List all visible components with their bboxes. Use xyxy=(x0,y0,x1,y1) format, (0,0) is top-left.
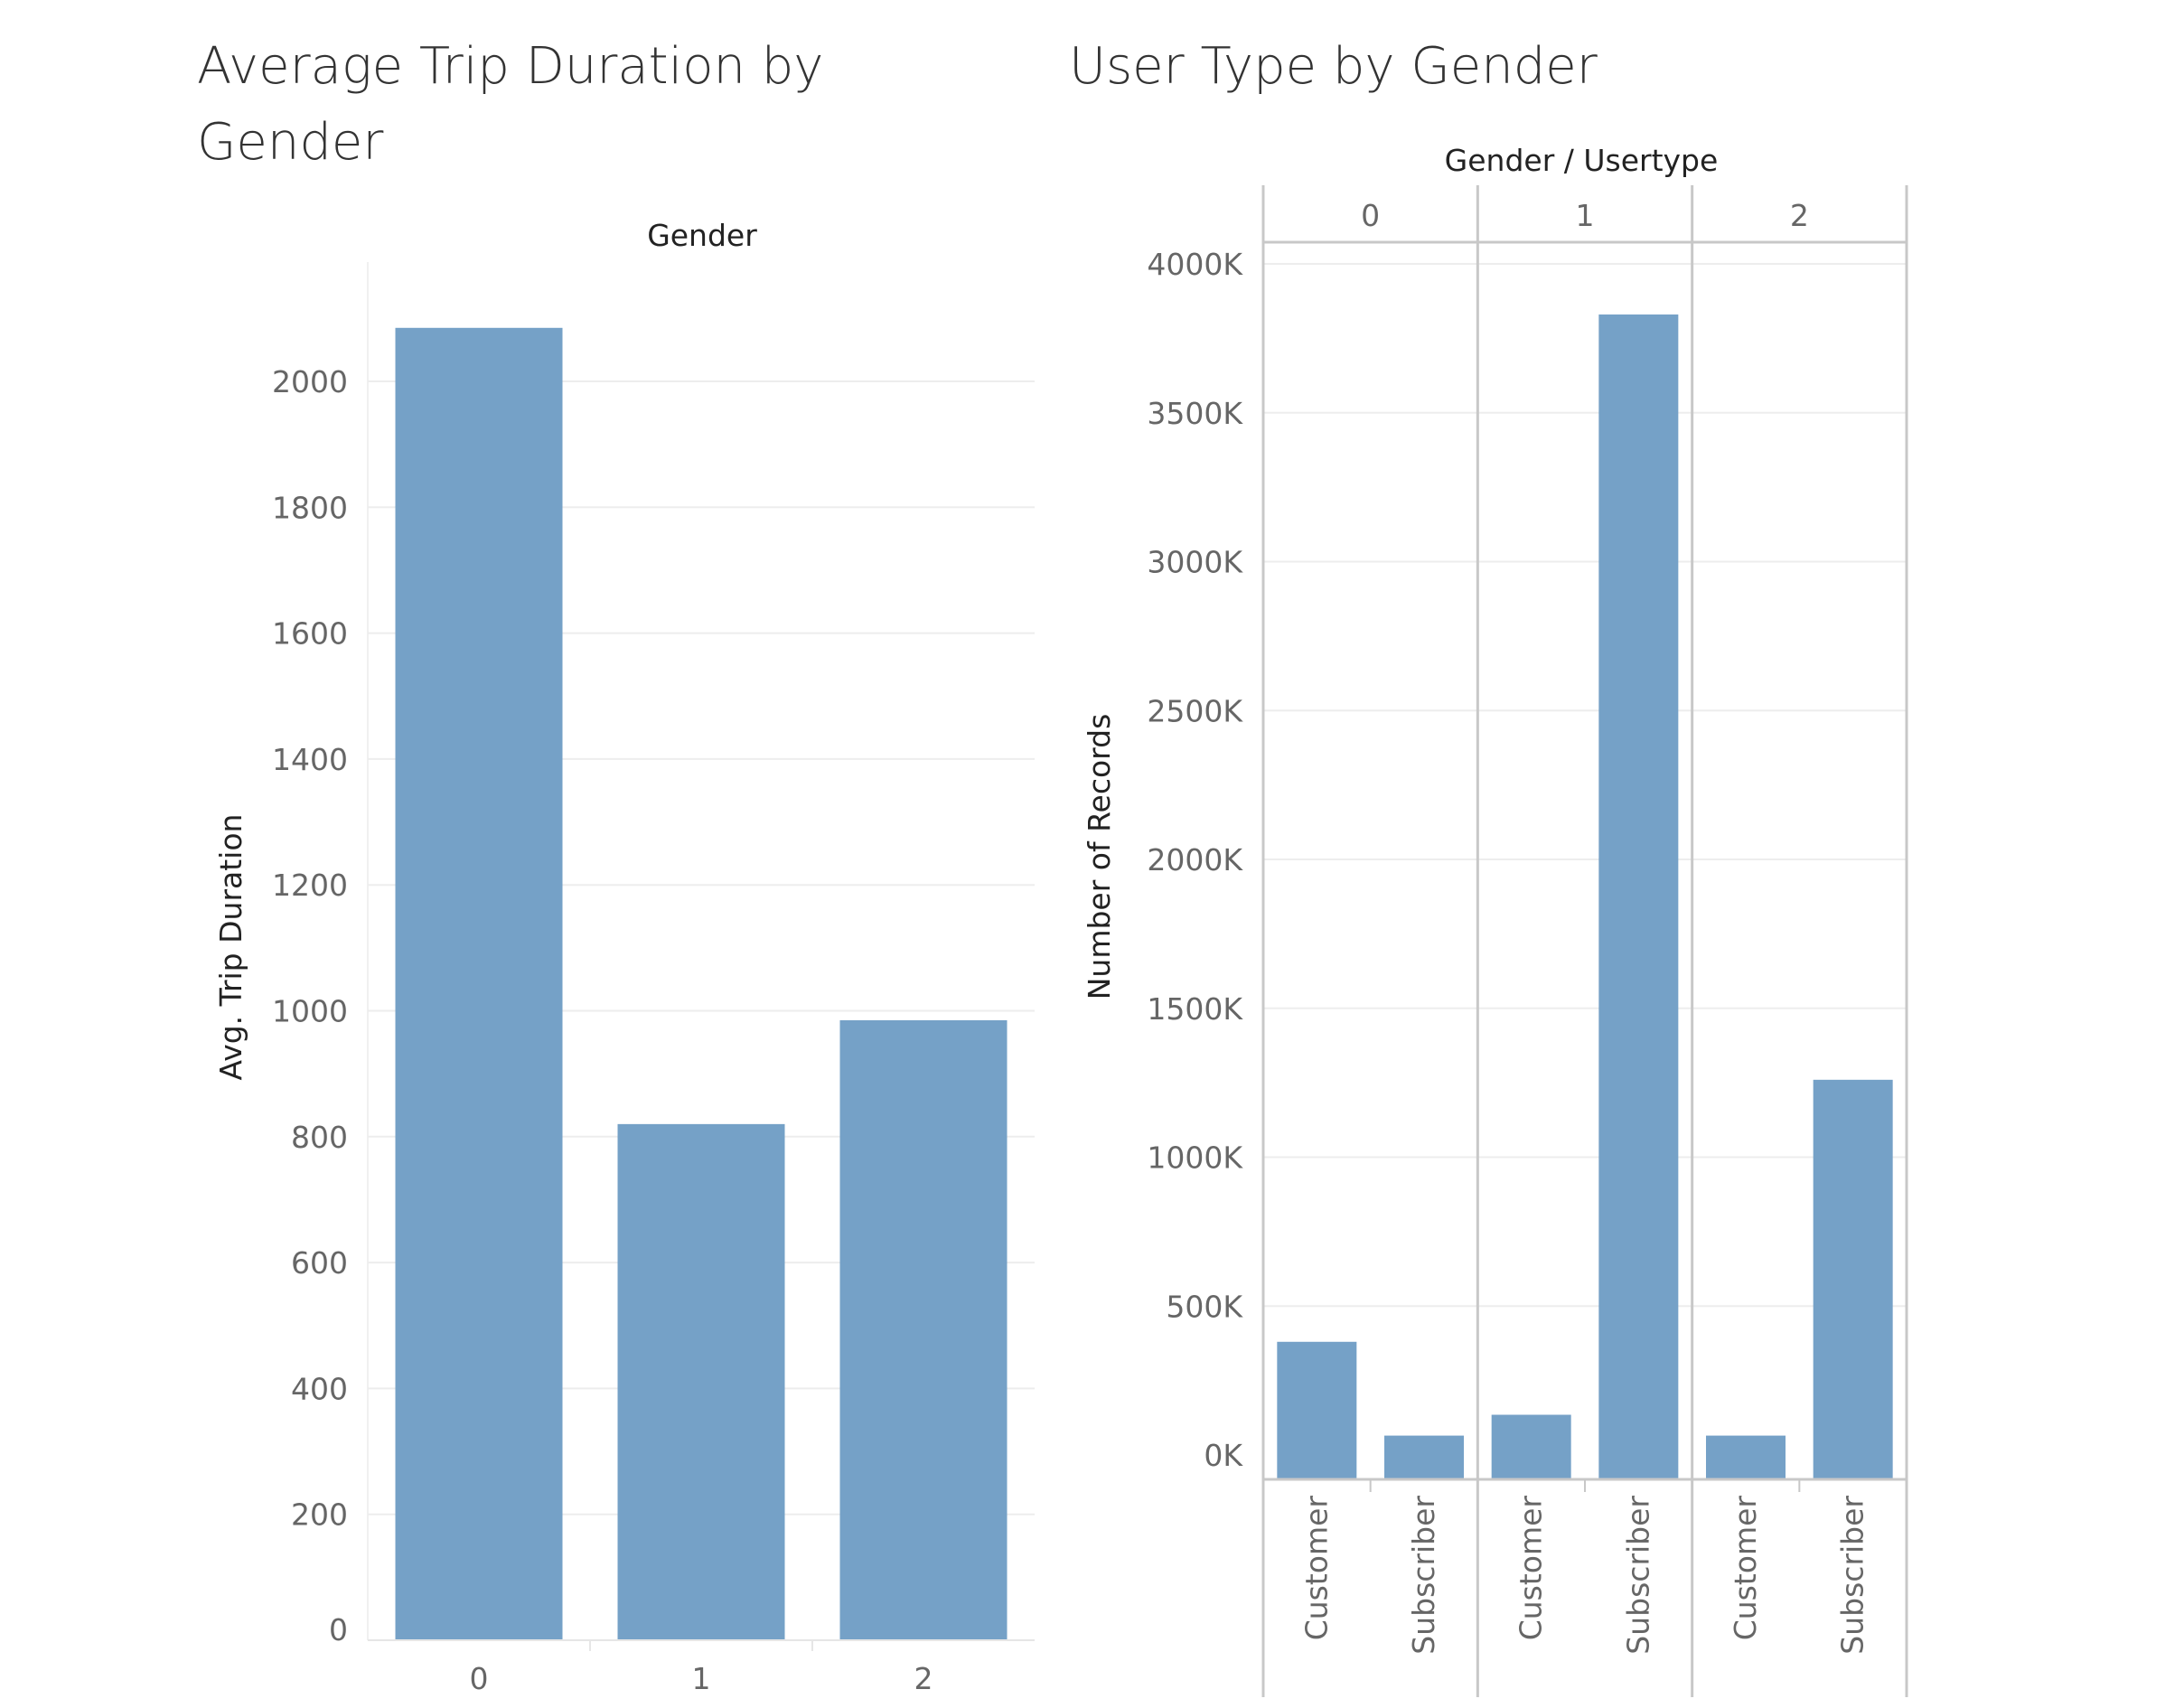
chart2-bar xyxy=(1277,1341,1357,1479)
chart1-bar xyxy=(617,1123,785,1640)
chart2-y-tick-label: 4000K xyxy=(1147,247,1243,282)
chart1-y-tick-label: 800 xyxy=(291,1120,348,1155)
chart1-y-ticks: 0 200 400 600 800 1000 1200 1400 1600 1800 2000 xyxy=(272,364,348,1647)
chart2-group-label: 1 xyxy=(1576,198,1595,233)
chart2-bar xyxy=(1813,1079,1893,1479)
chart2-bar xyxy=(1598,314,1679,1479)
chart1-x-tick-label: 0 xyxy=(470,1661,489,1696)
chart2-panel-frame xyxy=(1261,185,1908,1697)
chart1-x-tick-label: 1 xyxy=(692,1661,711,1696)
chart1-y-tick-label: 1600 xyxy=(272,616,348,652)
chart1-y-tick-label: 1200 xyxy=(272,868,348,903)
avg-trip-duration-chart: Average Trip Duration by Gender Gender A… xyxy=(197,37,1035,1696)
chart2-bars xyxy=(1277,314,1893,1479)
chart1-y-tick-label: 1400 xyxy=(272,742,348,777)
chart2-y-tick-label: 1500K xyxy=(1147,991,1243,1027)
chart2-bar xyxy=(1384,1435,1464,1479)
chart2-x-tick-label: Subscriber xyxy=(1835,1496,1870,1655)
chart2-group-headers: 0 1 2 xyxy=(1361,198,1809,233)
chart2-x-tick-label: Customer xyxy=(1514,1496,1549,1641)
chart1-bar xyxy=(395,327,563,1640)
chart1-y-tick-label: 2000 xyxy=(272,364,348,399)
chart2-bar xyxy=(1706,1435,1786,1479)
chart1-x-dividers xyxy=(589,1640,813,1651)
chart2-y-tick-label: 3000K xyxy=(1147,545,1243,580)
chart2-x-tick-label: Subscriber xyxy=(1406,1496,1441,1655)
chart2-x-tick-label: Subscriber xyxy=(1620,1496,1655,1655)
chart2-y-tick-label: 2000K xyxy=(1147,842,1243,877)
chart1-y-tick-label: 1000 xyxy=(272,994,348,1029)
chart2-title: User Type by Gender xyxy=(1069,37,1598,96)
chart2-x-tick-label: Customer xyxy=(1298,1496,1334,1641)
chart2-y-tick-label: 3500K xyxy=(1147,396,1243,431)
chart1-y-tick-label: 200 xyxy=(291,1497,348,1533)
chart1-x-tick-label: 2 xyxy=(914,1661,933,1696)
chart2-group-label: 0 xyxy=(1361,198,1380,233)
chart2-bar xyxy=(1491,1414,1571,1479)
chart1-y-tick-label: 400 xyxy=(291,1371,348,1406)
chart2-y-ticks: 0K 500K 1000K 1500K 2000K 2500K 3000K 3500K 4000… xyxy=(1147,247,1243,1473)
chart2-y-tick-label: 2500K xyxy=(1147,693,1243,728)
chart1-bar xyxy=(839,1019,1008,1640)
chart1-column-header: Gender xyxy=(647,218,757,253)
chart1-y-tick-label: 600 xyxy=(291,1245,348,1281)
chart1-x-ticks: 0 1 2 xyxy=(470,1661,933,1696)
chart2-x-ticks: Customer Subscriber Customer Subscriber Cust… xyxy=(1298,1496,1870,1655)
chart1-y-axis-label: Avg. Trip Duration xyxy=(213,814,248,1081)
chart1-y-tick-label: 0 xyxy=(329,1612,348,1647)
chart1-y-tick-label: 1800 xyxy=(272,490,348,525)
chart2-y-tick-label: 1000K xyxy=(1147,1140,1243,1176)
chart2-y-tick-label: 0K xyxy=(1204,1438,1243,1473)
chart2-group-label: 2 xyxy=(1790,198,1809,233)
chart2-y-tick-label: 500K xyxy=(1166,1289,1243,1324)
chart2-column-header: Gender / Usertype xyxy=(1445,143,1719,178)
chart2-x-tick-label: Customer xyxy=(1728,1496,1763,1641)
chart1-title-line1: Average Trip Duration by xyxy=(197,37,823,96)
chart1-bars xyxy=(395,327,1008,1640)
chart2-gridlines xyxy=(1263,263,1907,1308)
chart1-title-line2: Gender xyxy=(197,113,383,172)
user-type-by-gender-chart: User Type by Gender Gender / Usertype Nu… xyxy=(1069,37,1908,1697)
chart2-y-axis-label: Number of Records xyxy=(1082,714,1117,1000)
